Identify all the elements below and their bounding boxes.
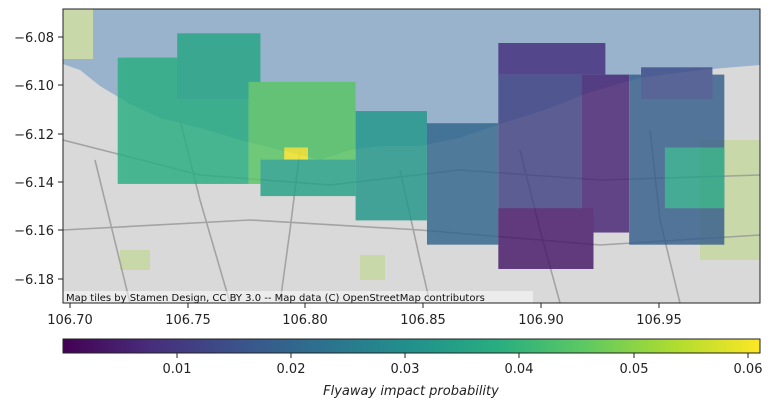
colorbar-gradient: [62, 338, 761, 354]
y-tick-label: −6.18: [14, 273, 54, 288]
heatmap-cell: [664, 147, 725, 209]
attribution-background: [63, 291, 533, 303]
map-attribution: Map tiles by Stamen Design, CC BY 3.0 --…: [66, 293, 485, 304]
heatmap-cell: [581, 74, 630, 233]
heatmap-cell: [641, 67, 713, 99]
heatmap-cell: [284, 147, 309, 160]
heatmap-cell: [498, 208, 594, 269]
colorbar-tick-label: 0.05: [620, 362, 649, 377]
colorbar-tick-label: 0.06: [734, 362, 763, 377]
impact-heatmap-layer: [117, 33, 725, 269]
colorbar-tick-label: 0.01: [163, 362, 192, 377]
heatmap-cell: [426, 123, 499, 245]
colorbar-tick-label: 0.02: [277, 362, 306, 377]
heatmap-cell: [177, 33, 261, 99]
y-axis: −6.08 −6.10 −6.12 −6.14 −6.16 −6.18: [14, 31, 63, 288]
y-tick-label: −6.16: [14, 224, 54, 239]
colorbar-label: Flyaway impact probability: [323, 384, 499, 399]
park-areas: [63, 9, 760, 280]
map-panel[interactable]: Map tiles by Stamen Design, CC BY 3.0 --…: [63, 9, 760, 304]
colorbar-tick-label: 0.04: [505, 362, 534, 377]
heatmap-cell: [498, 43, 606, 75]
x-tick-label: 106.75: [165, 313, 211, 328]
x-tick-label: 106.85: [400, 313, 446, 328]
x-tick-label: 106.95: [636, 313, 682, 328]
colorbar-tick-label: 0.03: [391, 362, 420, 377]
x-tick-label: 106.80: [282, 313, 328, 328]
x-tick-label: 106.90: [518, 313, 564, 328]
heatmap-cell: [260, 159, 356, 197]
x-axis: 106.70 106.75 106.80 106.85 106.90 106.9…: [47, 303, 682, 328]
y-tick-label: −6.10: [14, 79, 54, 94]
colorbar: 0.01 0.02 0.03 0.04 0.05 0.06 Flyaway im…: [62, 338, 763, 399]
map-frame: [62, 8, 761, 304]
heatmap-cell: [355, 111, 427, 221]
y-tick-label: −6.08: [14, 31, 54, 46]
y-tick-label: −6.14: [14, 176, 54, 191]
y-tick-label: −6.12: [14, 128, 54, 143]
x-tick-label: 106.70: [47, 313, 93, 328]
